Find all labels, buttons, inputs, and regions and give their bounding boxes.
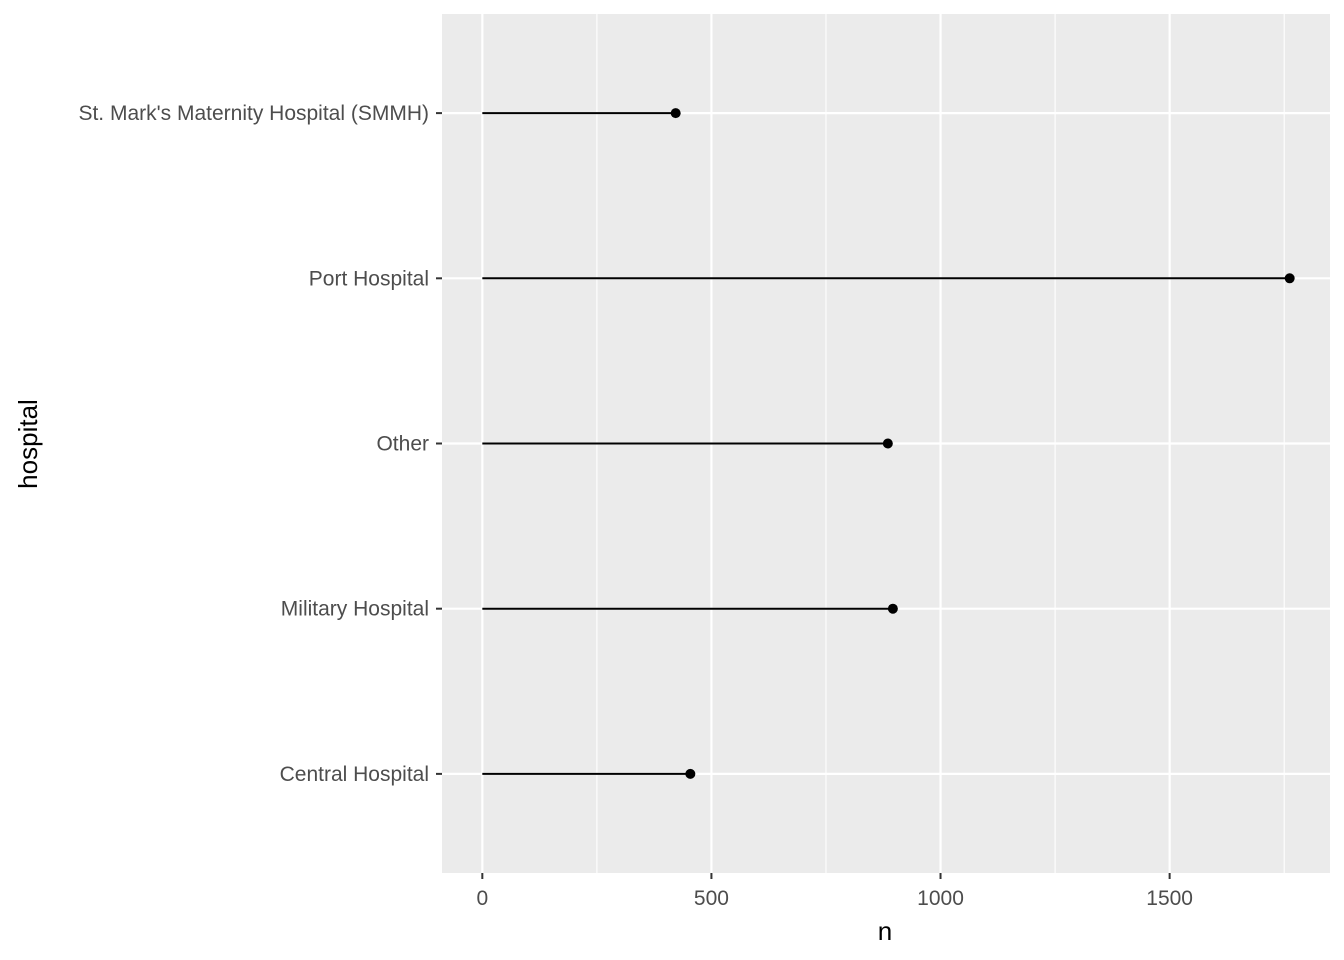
y-tick-label: St. Mark's Maternity Hospital (SMMH) (78, 102, 429, 125)
x-tick-label: 1000 (917, 887, 964, 910)
x-axis-title: n (878, 916, 892, 946)
x-tick-label: 1500 (1146, 887, 1193, 910)
lollipop-point (887, 603, 898, 614)
lollipop-point (670, 108, 681, 119)
lollipop-point (1284, 273, 1295, 284)
lollipop-point (882, 438, 893, 449)
y-tick-label: Port Hospital (309, 267, 429, 290)
y-tick-label: Other (376, 433, 429, 456)
data-marks (482, 108, 1295, 779)
x-tick-label: 0 (476, 887, 488, 910)
x-axis: 0 500 1000 1500 (476, 873, 1193, 910)
y-axis-title: hospital (13, 399, 43, 489)
lollipop-point (685, 768, 696, 779)
x-tick-label: 500 (694, 887, 729, 910)
y-tick-label: Central Hospital (280, 763, 429, 786)
y-tick-label: Military Hospital (281, 598, 429, 621)
y-axis: St. Mark's Maternity Hospital (SMMH) Port… (78, 102, 442, 786)
